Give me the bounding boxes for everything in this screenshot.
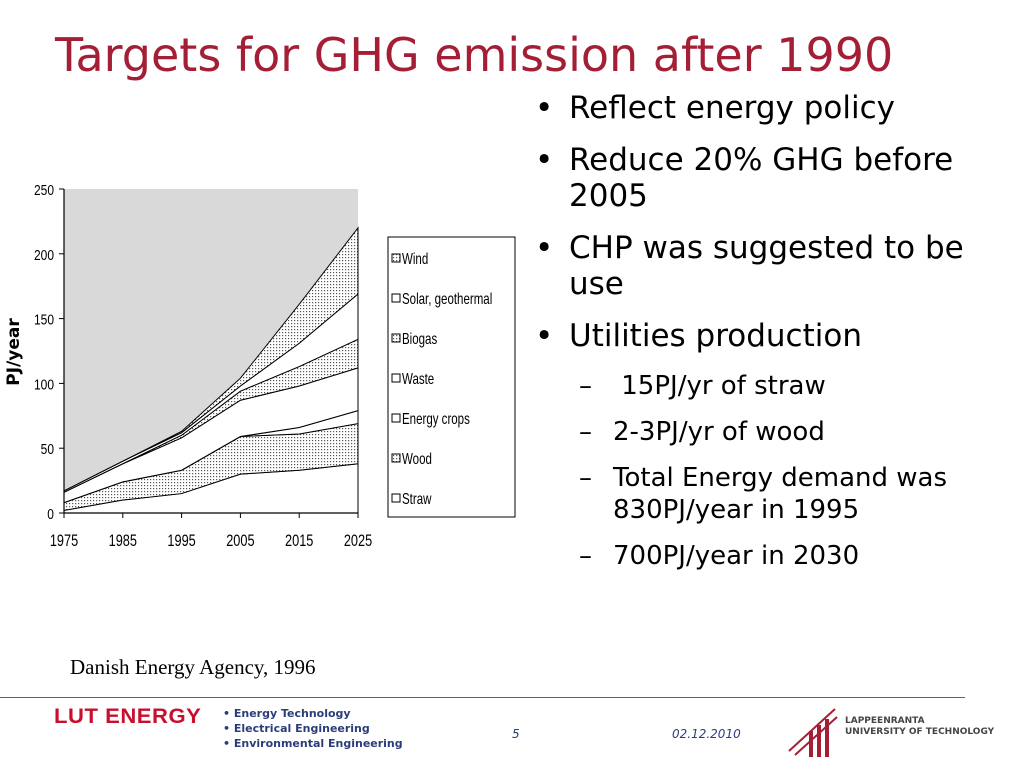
legend-swatch [391, 413, 401, 423]
x-tick-label: 1985 [109, 531, 137, 550]
y-axis-label: PJ/year [4, 318, 24, 386]
bullet-item: • CHP was suggested to be use [535, 230, 1005, 302]
x-tick-label: 1975 [50, 531, 78, 550]
sub-bullet-item: – 700PJ/year in 2030 [535, 540, 1005, 572]
legend-swatch [391, 373, 401, 383]
legend-swatch [391, 293, 401, 303]
bullet-item: • Utilities production [535, 318, 1005, 354]
bullet-text: CHP was suggested to be use [569, 230, 964, 302]
university-logo-icon [788, 708, 838, 757]
legend-label: Wood [402, 449, 432, 467]
sub-bullet-item: – 2-3PJ/yr of wood [535, 416, 1005, 448]
department-item: • Electrical Engineering [223, 722, 370, 735]
y-tick-label: 0 [47, 506, 54, 523]
sub-bullet-item: – Total Energy demand was 830PJ/year in … [535, 462, 1005, 526]
legend-label: Waste [402, 369, 434, 387]
legend-label: Wind [402, 249, 428, 267]
footer-divider [0, 697, 965, 698]
x-tick-label: 2015 [285, 531, 313, 550]
legend-swatch [391, 493, 401, 503]
y-tick-label: 200 [34, 247, 54, 264]
sub-bullet-glyph: – [579, 371, 592, 401]
university-line: UNIVERSITY OF TECHNOLOGY [845, 727, 995, 737]
bullet-item: • Reduce 20% GHG before 2005 [535, 142, 1005, 214]
legend-label: Solar, geothermal [402, 289, 492, 307]
bullet-text: Reflect energy policy [569, 90, 895, 126]
legend-box [387, 236, 516, 518]
x-tick-label: 2025 [344, 531, 372, 550]
legend-swatch [391, 453, 401, 463]
energy-chart: 0 50 100 150 200 250 1975 1985 1995 2005 2015 2025 P… [4, 182, 516, 551]
sub-bullet-text: 15PJ/yr of straw [613, 371, 826, 401]
x-tick-label: 1995 [167, 531, 195, 550]
sub-bullet-glyph: – [579, 463, 592, 493]
source-caption: Danish Energy Agency, 1996 [70, 655, 316, 679]
university-line: LAPPEENRANTA [845, 716, 925, 726]
y-tick-label: 250 [34, 182, 54, 199]
y-tick-label: 100 [34, 376, 54, 393]
department-item: • Energy Technology [223, 707, 351, 720]
slide-date: 02.12.2010 [672, 727, 741, 741]
legend-label: Straw [402, 489, 432, 507]
sub-bullet-text: Total Energy demand was 830PJ/year in 19… [613, 463, 948, 525]
bullet-item: • Reflect energy policy [535, 90, 1005, 126]
university-name: LAPPEENRANTA UNIVERSITY OF TECHNOLOGY [845, 716, 994, 738]
area-series-wind [63, 226, 359, 492]
department-item: • Environmental Engineering [223, 737, 403, 750]
page-number: 5 [512, 727, 520, 741]
bullet-glyph: • [535, 90, 554, 126]
slide-title: Targets for GHG emission after 1990 [55, 28, 894, 82]
bullet-list: • Reflect energy policy • Reduce 20% GHG… [535, 90, 1005, 586]
bullet-glyph: • [535, 318, 554, 354]
lut-energy-logo: LUT ENERGY [54, 705, 202, 728]
y-tick-label: 150 [34, 311, 54, 328]
sub-bullet-text: 700PJ/year in 2030 [613, 541, 860, 571]
bullet-glyph: • [535, 142, 554, 178]
department-list: • Energy Technology • Electrical Enginee… [223, 706, 403, 751]
bullet-glyph: • [535, 230, 554, 266]
legend-swatch [391, 333, 401, 343]
legend-label: Energy crops [402, 409, 470, 427]
x-tick-label: 2005 [226, 531, 254, 550]
sub-bullet-text: 2-3PJ/yr of wood [613, 417, 825, 447]
bullet-text: Utilities production [569, 318, 862, 354]
y-tick-label: 50 [41, 441, 55, 458]
sub-bullet-glyph: – [579, 417, 592, 447]
legend-swatch [391, 253, 401, 263]
sub-bullet-item: – 15PJ/yr of straw [535, 370, 1005, 402]
bullet-text: Reduce 20% GHG before 2005 [569, 142, 954, 214]
legend-label: Biogas [402, 329, 437, 347]
sub-bullet-glyph: – [579, 541, 592, 571]
